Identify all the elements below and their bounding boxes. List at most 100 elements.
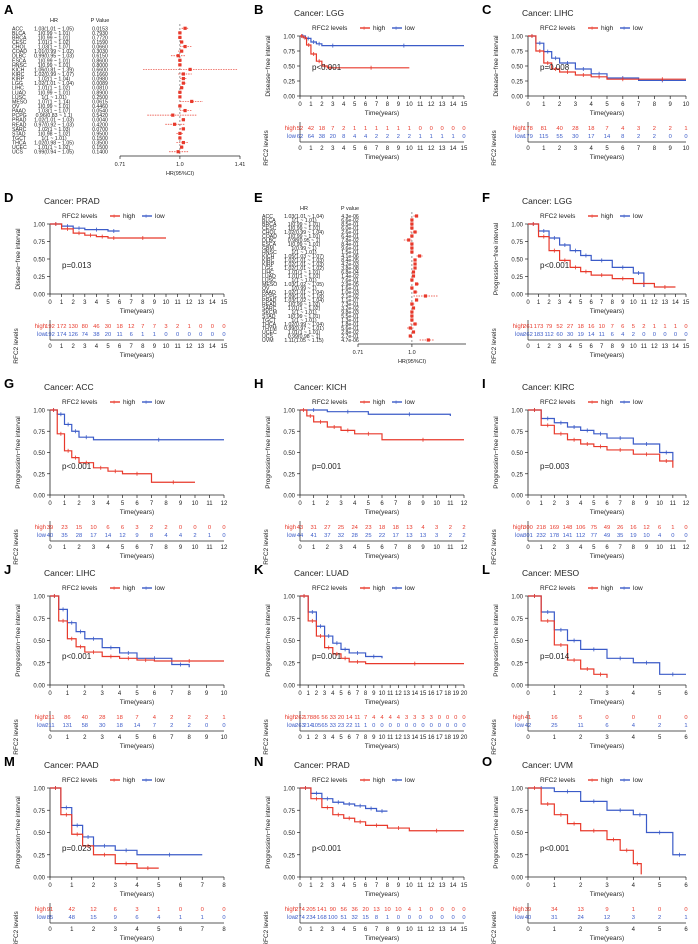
- x-tick-label: 8: [364, 691, 368, 697]
- risk-count-low: 214: [303, 723, 313, 729]
- risk-x-tick-label: 3: [83, 344, 87, 350]
- risk-count-high: 9: [605, 907, 608, 913]
- forest-row-p: 4.2e-03: [341, 262, 359, 268]
- forest-row-p: 0.6600: [92, 67, 108, 73]
- x-tick-label: 9: [397, 883, 401, 889]
- risk-count-low: 12: [604, 915, 610, 921]
- risk-x-tick-label: 9: [669, 146, 673, 152]
- y-tick-label: 1.00: [283, 35, 295, 41]
- risk-count-low: 2: [653, 134, 656, 140]
- forest-row-name: CHOL: [12, 45, 27, 51]
- x-tick-label: 15: [420, 691, 427, 697]
- x-tick-label: 3: [574, 102, 578, 108]
- risk-count-low: 1: [441, 134, 444, 140]
- forest-point: [413, 322, 417, 326]
- y-axis-label: Disease−free interval: [15, 228, 22, 290]
- x-tick-label: 1: [312, 501, 316, 507]
- curve-low: [300, 787, 388, 812]
- x-tick-label: 7: [170, 691, 174, 697]
- risk-count-low: 0: [684, 134, 687, 140]
- risk-count-high: 34: [551, 907, 558, 913]
- risk-x-tick-label: 8: [632, 545, 636, 551]
- legend-low-mark: +: [394, 400, 398, 407]
- legend-low-label: low: [155, 213, 165, 220]
- y-tick-label: 0.25: [511, 661, 523, 667]
- risk-count-low: 22: [379, 533, 385, 539]
- forest-row-name: DLBC: [12, 54, 26, 60]
- risk-x-tick-label: 0: [48, 545, 52, 551]
- risk-count-low: 211: [45, 723, 54, 729]
- km-panel-H: H Cancer: KICH RFC2 levels + high + low 0.00 0.2…: [254, 376, 468, 565]
- risk-count-low: 7: [153, 723, 156, 729]
- risk-count-high: 20: [338, 715, 344, 721]
- risk-x-tick-label: 6: [364, 146, 368, 152]
- risk-count-high: 2: [462, 525, 465, 531]
- risk-x-tick-label: 9: [621, 344, 625, 350]
- risk-count-low: 12: [119, 533, 125, 539]
- x-tick-label: 9: [621, 300, 625, 306]
- legend-title: RFC2 levels: [312, 777, 348, 784]
- curve-low: [50, 223, 120, 232]
- forest-row-name: TGCT: [12, 136, 27, 142]
- risk-x-tick-label: 9: [397, 146, 401, 152]
- risk-x-tick-label: 5: [658, 735, 662, 741]
- risk-count-low: 1: [208, 533, 211, 539]
- risk-x-tick-label: 7: [201, 927, 205, 933]
- forest-row-name: SARC: [262, 306, 277, 312]
- forest-col-hr: HR: [50, 18, 58, 24]
- risk-count-low: 64: [308, 134, 315, 140]
- risk-strata-low: low: [37, 723, 47, 729]
- km-panel-C: C Cancer: LIHC RFC2 levels + high + low 0.00 0.2…: [482, 2, 690, 166]
- x-tick-label: 1: [60, 300, 64, 306]
- forest-point: [411, 270, 416, 274]
- risk-count-low: 0: [222, 533, 225, 539]
- risk-x-tick-label: 11: [417, 927, 424, 933]
- y-tick-label: 0.25: [283, 853, 295, 859]
- risk-count-high: 28: [99, 715, 105, 721]
- risk-count-high: 12: [90, 907, 96, 913]
- risk-count-high: 169: [549, 525, 559, 531]
- x-tick-label: 12: [651, 300, 658, 306]
- risk-x-tick-label: 9: [179, 545, 183, 551]
- forest-row-hr: 1.02(0.99 ~ 1.04): [284, 322, 324, 328]
- forest-point: [183, 108, 187, 113]
- x-tick-label: 2: [77, 501, 81, 507]
- x-tick-label: 4: [353, 501, 357, 507]
- x-tick-label: 6: [364, 102, 368, 108]
- risk-count-high: 4: [389, 715, 393, 721]
- forest-row-name: BLCA: [12, 31, 26, 37]
- risk-count-high: 0: [451, 126, 454, 132]
- forest-row-hr: 1.02(1.01 ~ 1.03): [284, 258, 324, 264]
- forest-row-p: 4.3e-06: [341, 214, 359, 220]
- x-tick-label: 2: [83, 691, 87, 697]
- legend-title: RFC2 levels: [312, 585, 348, 592]
- forest-point: [410, 310, 414, 314]
- risk-x-tick-label: 6: [348, 735, 352, 741]
- x-tick-label: 12: [428, 102, 435, 108]
- y-tick-label: 0.25: [511, 853, 523, 859]
- risk-count-low: 14: [134, 723, 141, 729]
- risk-x-tick-label: 0: [298, 927, 302, 933]
- risk-strata-low: low: [287, 723, 297, 729]
- x-tick-label: 9: [669, 102, 673, 108]
- risk-count-high: 0: [441, 126, 444, 132]
- risk-x-tick-label: 6: [590, 344, 594, 350]
- forest-row-name: THYM: [262, 326, 277, 332]
- forest-row-name: BLCA: [262, 218, 276, 224]
- forest-row-p: 7.6e-01: [341, 278, 359, 284]
- x-tick-label: 12: [428, 883, 435, 889]
- x-tick-label: 5: [135, 691, 139, 697]
- forest-row-hr: 1(0.99 ~ 1.01): [288, 222, 321, 228]
- p-value: p<0.001: [540, 844, 570, 853]
- forest-point: [181, 140, 185, 145]
- forest-row-hr: 1.01(1 ~ 1.02): [38, 86, 71, 92]
- forest-row-p: 0.3030: [92, 49, 108, 55]
- y-tick-label: 0.00: [511, 494, 523, 500]
- legend-title: RFC2 levels: [62, 777, 98, 784]
- risk-x-tick-label: 11: [670, 545, 677, 551]
- forest-row-hr: 1(0.99 ~ 1.01): [38, 58, 71, 64]
- y-axis-label: Progression−free interval: [265, 604, 272, 677]
- risk-x-tick-label: 11: [174, 344, 181, 350]
- x-tick-label: 4: [632, 691, 636, 697]
- forest-row-name: PCPG: [262, 294, 277, 300]
